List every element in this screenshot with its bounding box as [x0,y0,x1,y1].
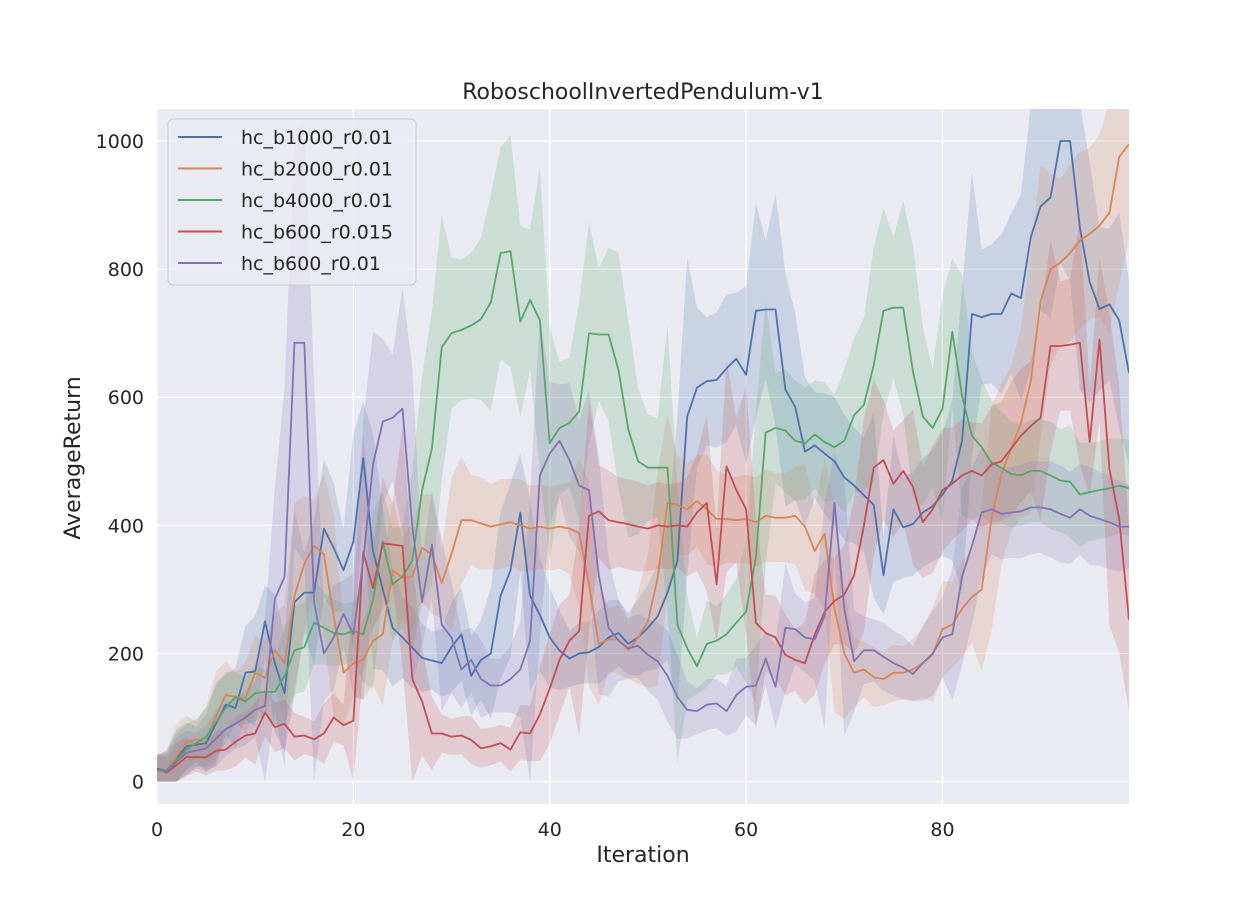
legend-label: hc_b600_r0.01 [241,253,381,275]
series-band [157,220,1129,782]
series-line [157,341,1129,773]
y-tick-label: 800 [108,259,144,281]
series-band [157,109,1129,782]
x-tick-label: 20 [341,819,365,841]
x-tick-label: 0 [151,819,163,841]
series-line [157,143,1129,772]
x-tick-label: 80 [930,819,954,841]
y-tick-label: 200 [108,643,144,665]
y-tick-label: 600 [108,387,144,409]
y-axis-ticks: 0 200 400 600 800 1000 [96,131,144,794]
series-lines [157,140,1129,774]
series-band [157,134,1129,782]
x-axis-label: Iteration [596,843,689,868]
y-tick-label: 400 [108,515,144,537]
legend-label: hc_b2000_r0.01 [241,159,393,181]
series-band [157,109,1129,782]
y-tick-label: 1000 [96,131,144,153]
series-line [157,338,1129,774]
chart-title: RoboschoolInvertedPendulum-v1 [462,80,824,105]
legend-label: hc_b600_r0.015 [241,222,393,244]
x-tick-label: 60 [734,819,758,841]
legend-label: hc_b4000_r0.01 [241,190,393,212]
x-axis-ticks: 0 20 40 60 80 [151,819,955,841]
legend: hc_b1000_r0.01 hc_b2000_r0.01 hc_b4000_r0.… [167,118,417,286]
y-axis-label: AverageReturn [61,376,86,539]
legend-label: hc_b1000_r0.01 [241,127,393,149]
x-tick-label: 40 [538,819,562,841]
y-tick-label: 0 [132,772,144,794]
legend-box [167,118,417,286]
grid [156,109,1129,804]
series-line [157,140,1129,771]
